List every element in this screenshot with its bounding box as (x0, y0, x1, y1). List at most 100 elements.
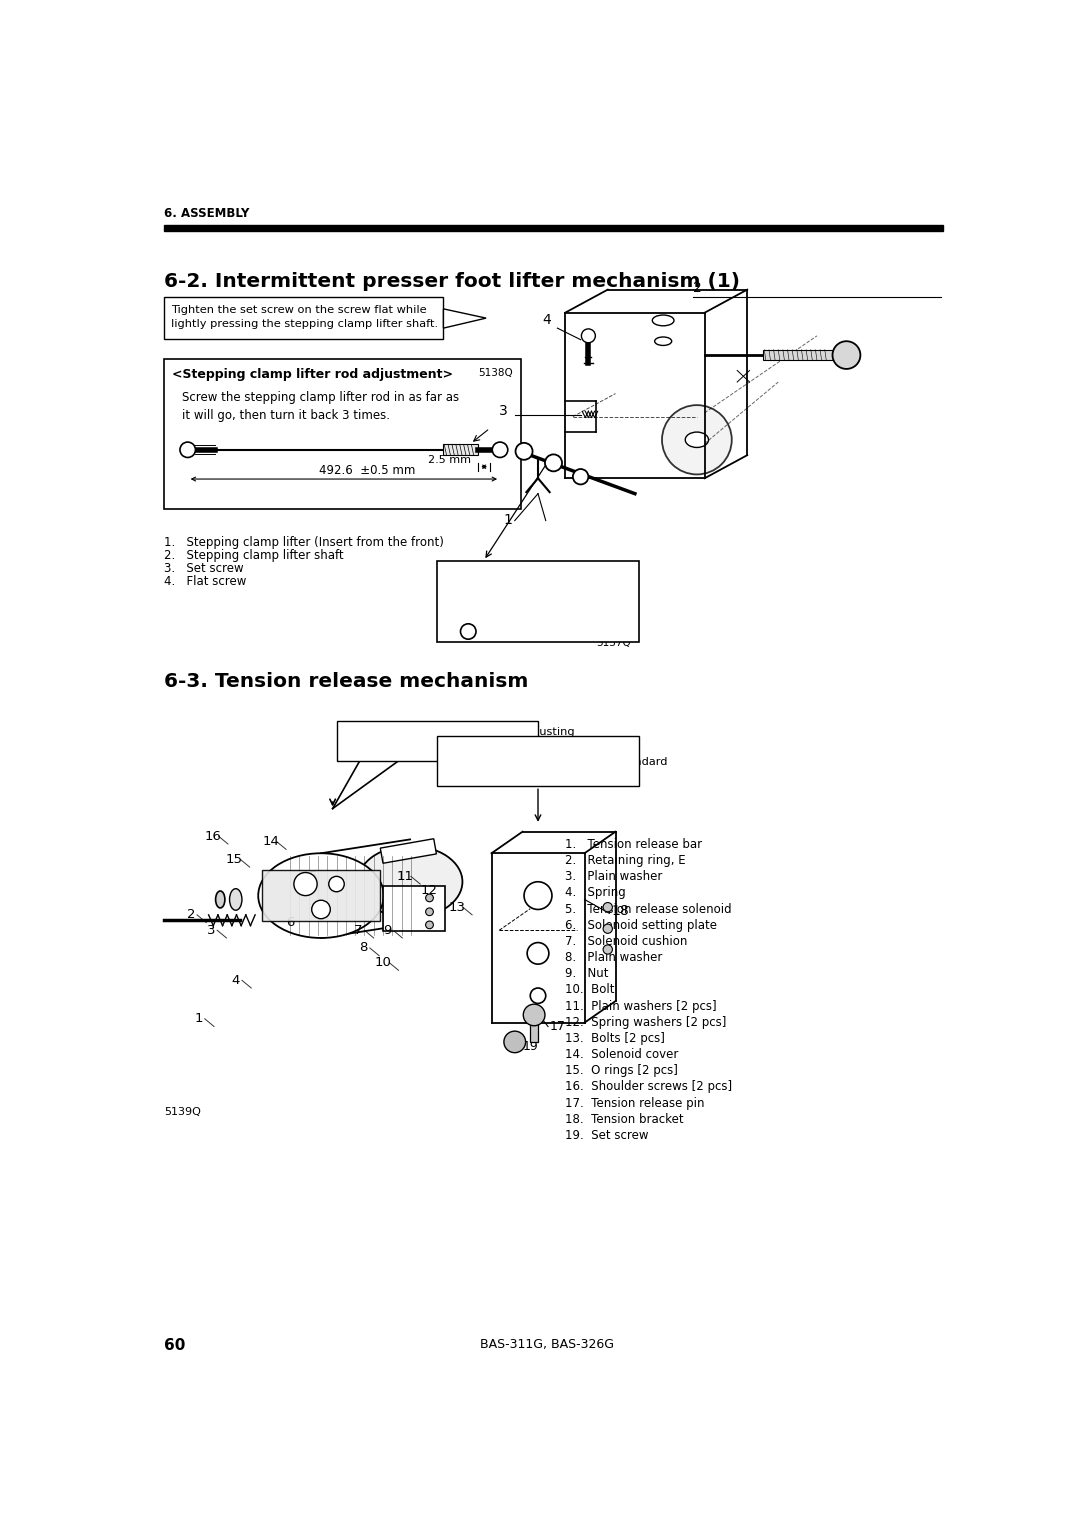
Circle shape (603, 924, 612, 934)
Circle shape (527, 943, 549, 964)
Bar (530, 1019, 538, 1042)
Text: 3.   Plain washer: 3. Plain washer (565, 871, 662, 883)
Text: 16.  Shoulder screws [2 pcs]: 16. Shoulder screws [2 pcs] (565, 1080, 732, 1094)
Circle shape (460, 623, 476, 639)
Circle shape (328, 877, 345, 892)
Circle shape (294, 872, 318, 895)
Text: 15: 15 (226, 853, 243, 866)
Text: 2.5 mm: 2.5 mm (428, 455, 471, 465)
Bar (164, 298, 444, 339)
Bar (437, 561, 638, 642)
Circle shape (662, 405, 732, 474)
Text: 17: 17 (550, 1021, 566, 1033)
Bar (337, 721, 538, 761)
Circle shape (524, 1004, 545, 1025)
Text: 3.   Set screw: 3. Set screw (164, 562, 244, 575)
Circle shape (426, 894, 433, 902)
Circle shape (180, 442, 195, 457)
Text: 17.  Tension release pin: 17. Tension release pin (565, 1097, 704, 1109)
Text: 4: 4 (542, 313, 551, 327)
Text: 18.  Tension bracket: 18. Tension bracket (565, 1112, 684, 1126)
Text: 18: 18 (611, 905, 630, 918)
Text: 11.  Plain washers [2 pcs]: 11. Plain washers [2 pcs] (565, 999, 717, 1013)
Circle shape (603, 903, 612, 912)
Circle shape (492, 442, 508, 457)
Text: <Stepping clamp lifter rod adjustment>: <Stepping clamp lifter rod adjustment> (172, 368, 454, 380)
Circle shape (581, 329, 595, 342)
Text: 6.   Solenoid setting plate: 6. Solenoid setting plate (565, 918, 717, 932)
Text: 5139Q: 5139Q (164, 1108, 201, 1117)
Text: 14: 14 (262, 836, 279, 848)
Circle shape (524, 882, 552, 909)
Bar (380, 839, 436, 863)
Text: 6-3. Tension release mechanism: 6-3. Tension release mechanism (164, 672, 529, 691)
Ellipse shape (230, 889, 242, 911)
Text: 2: 2 (692, 281, 701, 295)
Text: 8: 8 (360, 941, 368, 955)
Bar (164, 225, 943, 231)
Circle shape (426, 921, 433, 929)
Text: 3: 3 (499, 403, 508, 419)
Circle shape (426, 908, 433, 915)
Text: 8.   Plain washer: 8. Plain washer (565, 950, 662, 964)
Bar (164, 359, 521, 509)
Text: 6-2. Intermittent presser foot lifter mechanism (1): 6-2. Intermittent presser foot lifter me… (164, 272, 741, 290)
Bar (437, 736, 638, 787)
Text: Place the oil tube into
the groove.: Place the oil tube into the groove. (496, 570, 620, 594)
Text: 4: 4 (231, 973, 240, 987)
Text: 2.   Retaining ring, E: 2. Retaining ring, E (565, 854, 686, 866)
Text: 13.  Bolts [2 pcs]: 13. Bolts [2 pcs] (565, 1031, 665, 1045)
Text: Adjust while referring to “7-18. Adjusting
the tension release amount”.: Adjust while referring to “7-18. Adjusti… (341, 727, 575, 750)
Text: 5137Q: 5137Q (596, 639, 631, 648)
Text: 5: 5 (309, 869, 318, 883)
Text: 7.   Solenoid cushion: 7. Solenoid cushion (565, 935, 688, 947)
Text: 14.  Solenoid cover: 14. Solenoid cover (565, 1048, 678, 1060)
Text: 16: 16 (204, 830, 221, 843)
Bar (444, 445, 478, 455)
Circle shape (603, 944, 612, 953)
Text: Adjust the thread take-up spring
height while referring to “7-2. Standard
thread: Adjust the thread take-up spring height … (442, 743, 667, 781)
Text: 5138Q: 5138Q (478, 368, 513, 377)
Ellipse shape (258, 853, 383, 938)
Circle shape (833, 341, 861, 368)
Text: 2: 2 (187, 908, 195, 921)
Text: 4.   Spring: 4. Spring (565, 886, 626, 900)
Text: Screw the stepping clamp lifter rod in as far as
it will go, then turn it back 3: Screw the stepping clamp lifter rod in a… (181, 391, 459, 422)
Text: 1.   Stepping clamp lifter (Insert from the front): 1. Stepping clamp lifter (Insert from th… (164, 536, 444, 549)
Text: Tighten the set screw on the screw flat while
lightly pressing the stepping clam: Tighten the set screw on the screw flat … (171, 306, 437, 329)
Text: 12: 12 (421, 883, 438, 897)
Polygon shape (262, 871, 380, 921)
Text: 5.   Tension release solenoid: 5. Tension release solenoid (565, 903, 732, 915)
Ellipse shape (654, 338, 672, 345)
Ellipse shape (357, 847, 462, 918)
Text: 7: 7 (354, 924, 363, 937)
Ellipse shape (216, 891, 225, 908)
Text: 13: 13 (448, 900, 465, 914)
Circle shape (530, 989, 545, 1004)
Circle shape (545, 454, 562, 471)
Circle shape (504, 1031, 526, 1053)
Text: 6. ASSEMBLY: 6. ASSEMBLY (164, 208, 249, 220)
Text: 1: 1 (503, 513, 512, 527)
Text: 12.  Spring washers [2 pcs]: 12. Spring washers [2 pcs] (565, 1016, 727, 1028)
Text: 2.   Stepping clamp lifter shaft: 2. Stepping clamp lifter shaft (164, 549, 345, 562)
Ellipse shape (685, 432, 708, 448)
Bar (762, 350, 833, 361)
Text: 1.   Tension release bar: 1. Tension release bar (565, 837, 702, 851)
Text: 9.   Nut: 9. Nut (565, 967, 609, 981)
Text: 9: 9 (382, 924, 391, 937)
Ellipse shape (652, 315, 674, 325)
Text: 60: 60 (164, 1339, 186, 1354)
Polygon shape (444, 309, 486, 329)
Text: 10.  Bolt: 10. Bolt (565, 984, 615, 996)
Text: 492.6  ±0.5 mm: 492.6 ±0.5 mm (320, 463, 416, 477)
Bar (383, 886, 445, 931)
Text: 19.  Set screw: 19. Set screw (565, 1129, 649, 1141)
Text: 19: 19 (523, 1039, 538, 1053)
Circle shape (312, 900, 330, 918)
Text: BAS-311G, BAS-326G: BAS-311G, BAS-326G (480, 1339, 613, 1351)
Text: 15.  O rings [2 pcs]: 15. O rings [2 pcs] (565, 1063, 678, 1077)
Text: 10: 10 (375, 957, 391, 969)
Circle shape (515, 443, 532, 460)
Text: 3: 3 (206, 924, 215, 937)
